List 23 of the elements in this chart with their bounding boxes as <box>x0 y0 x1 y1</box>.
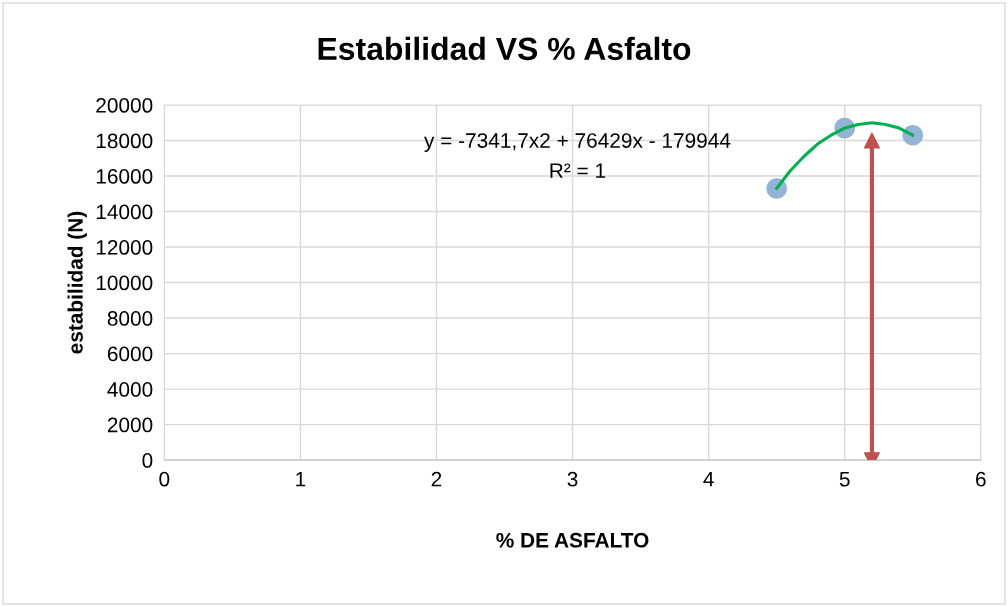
y-tick-label: 12000 <box>96 240 153 255</box>
x-tick-label: 3 <box>567 471 578 487</box>
y-tick-label: 18000 <box>96 133 153 149</box>
x-tick-label: 1 <box>296 471 306 487</box>
x-tick-label: 6 <box>976 471 986 487</box>
y-tick-label: 14000 <box>96 204 153 220</box>
x-tick-label: 4 <box>703 471 714 487</box>
y-tick-label: 0 <box>142 453 153 468</box>
y-tick-label: 6000 <box>107 346 153 362</box>
y-tick-label: 10000 <box>96 275 153 291</box>
x-tick-label: 2 <box>431 471 442 487</box>
y-tick-label: 8000 <box>107 311 153 326</box>
y-tick-label: 4000 <box>107 382 153 397</box>
y-tick-label: 20000 <box>96 98 153 113</box>
x-tick-label: 0 <box>159 471 170 487</box>
y-tick-label: 2000 <box>107 417 153 433</box>
x-axis-title: % DE ASFALTO <box>496 532 649 548</box>
x-tick-label: 5 <box>839 471 850 487</box>
y-axis-title: estabilidad (N) <box>67 211 87 354</box>
y-tick-label: 16000 <box>96 169 153 184</box>
annotation: R² = 1 <box>550 163 606 178</box>
annotation: y = -7341,7x2 + 76429x - 179944 <box>424 133 731 153</box>
chart-title: Estabilidad VS % Asfalto <box>318 36 691 61</box>
